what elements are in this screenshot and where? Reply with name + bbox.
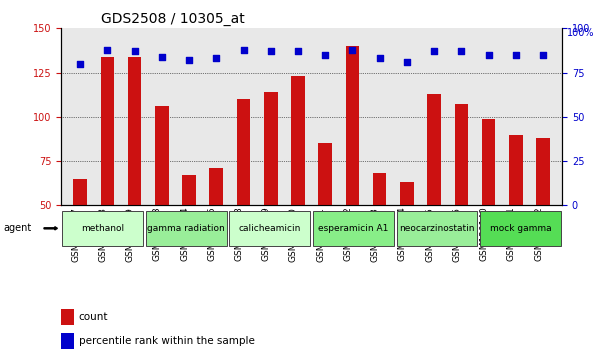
Point bbox=[511, 52, 521, 58]
Bar bbox=[400, 182, 414, 205]
Bar bbox=[210, 168, 223, 205]
Bar bbox=[61, 333, 74, 349]
Text: neocarzinostatin: neocarzinostatin bbox=[399, 224, 475, 233]
Bar bbox=[373, 173, 387, 205]
Point bbox=[430, 48, 439, 54]
Point bbox=[266, 48, 276, 54]
Bar bbox=[427, 94, 441, 205]
Text: calicheamicin: calicheamicin bbox=[239, 224, 301, 233]
Bar bbox=[73, 179, 87, 205]
Bar bbox=[455, 104, 468, 205]
Point bbox=[538, 52, 548, 58]
Text: count: count bbox=[79, 312, 108, 322]
Bar bbox=[291, 76, 305, 205]
Bar bbox=[128, 57, 141, 205]
Bar bbox=[536, 138, 550, 205]
Point bbox=[130, 48, 139, 54]
Bar bbox=[318, 143, 332, 205]
Text: esperamicin A1: esperamicin A1 bbox=[318, 224, 389, 233]
Point bbox=[456, 48, 466, 54]
FancyBboxPatch shape bbox=[62, 211, 143, 246]
Point bbox=[75, 61, 85, 67]
Bar bbox=[264, 92, 277, 205]
Point bbox=[184, 57, 194, 63]
Point bbox=[239, 47, 249, 52]
Bar bbox=[182, 175, 196, 205]
Bar bbox=[236, 99, 251, 205]
Bar bbox=[155, 106, 169, 205]
Bar bbox=[346, 46, 359, 205]
FancyBboxPatch shape bbox=[313, 211, 393, 246]
Bar bbox=[61, 309, 74, 325]
Bar bbox=[101, 57, 114, 205]
Point bbox=[484, 52, 494, 58]
Bar bbox=[509, 135, 522, 205]
Point bbox=[375, 56, 384, 61]
FancyBboxPatch shape bbox=[146, 211, 227, 246]
Text: mock gamma: mock gamma bbox=[489, 224, 551, 233]
Point bbox=[293, 48, 303, 54]
Point bbox=[211, 56, 221, 61]
Point bbox=[402, 59, 412, 65]
Point bbox=[157, 54, 167, 59]
Point bbox=[103, 47, 112, 52]
Text: gamma radiation: gamma radiation bbox=[147, 224, 225, 233]
FancyBboxPatch shape bbox=[230, 211, 310, 246]
FancyBboxPatch shape bbox=[480, 211, 561, 246]
Point bbox=[320, 52, 330, 58]
Point bbox=[348, 47, 357, 52]
Text: agent: agent bbox=[3, 223, 31, 233]
FancyBboxPatch shape bbox=[397, 211, 477, 246]
Text: percentile rank within the sample: percentile rank within the sample bbox=[79, 336, 255, 346]
Text: GDS2508 / 10305_at: GDS2508 / 10305_at bbox=[101, 12, 245, 26]
Text: 100%: 100% bbox=[567, 28, 595, 38]
Text: methanol: methanol bbox=[81, 224, 125, 233]
Bar bbox=[482, 119, 496, 205]
